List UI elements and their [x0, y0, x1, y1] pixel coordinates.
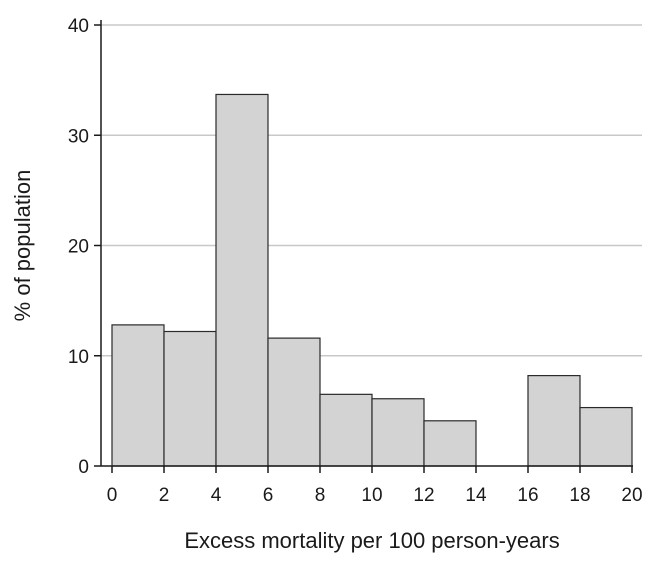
x-tick-label-20: 20 — [621, 485, 642, 506]
x-tick-label-14: 14 — [465, 485, 487, 506]
bar-10-12 — [371, 398, 425, 467]
y-tick-label-40: 40 — [68, 16, 89, 37]
x-tick-label-18: 18 — [569, 485, 590, 506]
bar-12-14 — [423, 420, 477, 467]
y-axis-label: % of population — [10, 170, 35, 322]
x-axis-label: Excess mortality per 100 person-years — [184, 528, 559, 553]
y-tick-label-20: 20 — [68, 237, 89, 258]
x-tick-label-4: 4 — [211, 485, 222, 506]
y-tick-label-10: 10 — [68, 347, 89, 368]
axes — [94, 20, 633, 473]
bar-18-20 — [579, 406, 633, 467]
x-tick-label-6: 6 — [263, 485, 274, 506]
gridlines — [101, 24, 642, 357]
bar-4-6 — [215, 93, 269, 467]
x-tick-label-2: 2 — [159, 485, 170, 506]
bar-6-8 — [267, 337, 321, 467]
x-tick-label-0: 0 — [107, 485, 118, 506]
x-tick-label-16: 16 — [517, 485, 538, 506]
x-tick-label-10: 10 — [361, 485, 382, 506]
bar-16-18 — [527, 374, 581, 467]
bar-2-4 — [163, 330, 217, 467]
tick-labels: 0 10 20 30 40 0 2 4 6 8 10 12 14 16 18 20 — [68, 16, 643, 506]
y-tick-label-30: 30 — [68, 126, 89, 147]
x-tick-label-12: 12 — [413, 485, 434, 506]
y-tick-label-0: 0 — [78, 457, 89, 478]
bars — [111, 93, 633, 467]
bar-8-10 — [319, 393, 373, 467]
bar-0-2 — [111, 324, 165, 467]
x-tick-label-8: 8 — [315, 485, 326, 506]
